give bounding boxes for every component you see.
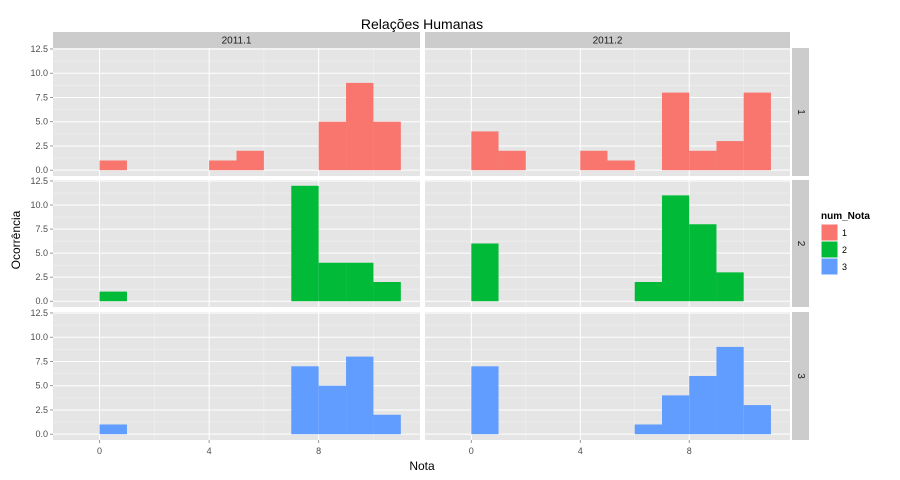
y-tick-label: 12.5 xyxy=(30,308,48,318)
histogram-bar xyxy=(99,160,127,171)
y-tick-label: 0.0 xyxy=(35,429,48,439)
y-tick-label: 2.5 xyxy=(35,141,48,151)
histogram-bar xyxy=(318,121,347,171)
facet-panel xyxy=(425,48,790,176)
facet-panel: 0.0 2.5 5.0 7.5 10.0 12.5 xyxy=(30,44,420,176)
histogram-bar xyxy=(661,195,690,302)
histogram-bar xyxy=(580,150,608,171)
histogram-bar xyxy=(634,281,662,302)
y-tick-label: 7.5 xyxy=(35,224,48,234)
facet-panel xyxy=(425,180,790,307)
facet-panel: 0.0 2.5 5.0 7.5 10.0 12.5 0 4 8 xyxy=(30,308,420,456)
histogram-bar xyxy=(471,131,499,171)
histogram-bar xyxy=(661,395,690,435)
legend-entry-label: 1 xyxy=(842,228,847,238)
histogram-bar xyxy=(498,150,526,171)
facet-strip-row-label: 2 xyxy=(795,241,806,247)
y-tick-label: 10.0 xyxy=(30,332,48,342)
facet-strip-col xyxy=(53,32,420,48)
histogram-bar xyxy=(291,185,319,302)
histogram-bar xyxy=(318,262,347,302)
y-tick-label: 10.0 xyxy=(30,68,48,78)
y-axis-title: Ocorrência xyxy=(9,210,23,269)
histogram-bar xyxy=(318,385,347,435)
y-tick-label: 10.0 xyxy=(30,200,48,210)
y-tick-label: 5.0 xyxy=(35,117,48,127)
histogram-bar xyxy=(743,92,771,171)
histogram-bar xyxy=(209,160,237,171)
x-tick-label: 8 xyxy=(687,446,692,456)
histogram-bar xyxy=(607,160,635,171)
facet-strip-col-label: 2011.1 xyxy=(222,36,252,47)
facet-strip-col xyxy=(425,32,790,48)
facet-strip-row xyxy=(792,312,809,440)
x-tick-label: 4 xyxy=(207,446,212,456)
histogram-bar xyxy=(346,82,374,171)
y-tick-label: 5.0 xyxy=(35,248,48,258)
histogram-bar xyxy=(661,92,690,171)
histogram-bar xyxy=(373,121,401,171)
histogram-bar xyxy=(716,272,744,302)
histogram-bar xyxy=(634,424,662,435)
legend: num_Nota 1 2 3 xyxy=(820,211,870,276)
facet-panel: 0 4 8 xyxy=(425,312,790,456)
facet-strip-row xyxy=(792,48,809,176)
histogram-bar xyxy=(689,224,717,302)
histogram-bar xyxy=(291,366,319,435)
y-tick-label: 2.5 xyxy=(35,272,48,282)
x-axis-title: Nota xyxy=(409,459,435,473)
facet-strip-row-label: 1 xyxy=(795,109,806,115)
facet-strip-row-label: 3 xyxy=(795,373,806,379)
y-tick-label: 5.0 xyxy=(35,381,48,391)
y-tick-label: 12.5 xyxy=(30,44,48,54)
panels-layer: 2011.1 2011.21230.02.55.07.510.012.50.02.… xyxy=(30,32,809,456)
y-tick-label: 7.5 xyxy=(35,356,48,366)
legend-key-swatch xyxy=(821,224,838,241)
y-tick-label: 0.0 xyxy=(35,165,48,175)
x-tick-label: 0 xyxy=(469,446,474,456)
histogram-bar xyxy=(743,405,771,435)
histogram-bar xyxy=(99,291,127,302)
y-tick-label: 12.5 xyxy=(30,176,48,186)
facet-strip-col-label: 2011.2 xyxy=(593,36,623,47)
histogram-bar xyxy=(716,346,744,435)
x-tick-label: 0 xyxy=(97,446,102,456)
histogram-bar xyxy=(373,281,401,302)
histogram-bar xyxy=(373,414,401,435)
histogram-bar xyxy=(689,150,717,171)
histogram-bar xyxy=(471,243,499,302)
x-tick-label: 8 xyxy=(316,446,321,456)
histogram-bar xyxy=(99,424,127,435)
histogram-bar xyxy=(346,262,374,302)
histogram-bar xyxy=(346,356,374,435)
legend-title: num_Nota xyxy=(821,211,870,222)
y-tick-label: 0.0 xyxy=(35,296,48,306)
histogram-bar xyxy=(236,150,264,171)
chart-title: Relações Humanas xyxy=(361,16,483,32)
facet-strip-row xyxy=(792,180,809,307)
legend-entry-label: 3 xyxy=(842,262,847,272)
x-tick-label: 4 xyxy=(578,446,583,456)
facet-panel: 0.0 2.5 5.0 7.5 10.0 12.5 xyxy=(30,176,420,307)
histogram-bar xyxy=(689,376,717,435)
legend-key-swatch xyxy=(821,241,838,258)
y-tick-label: 2.5 xyxy=(35,405,48,415)
y-tick-label: 7.5 xyxy=(35,92,48,102)
histogram-bar xyxy=(471,366,499,435)
legend-entry-label: 2 xyxy=(842,245,847,255)
legend-key-swatch xyxy=(821,258,838,275)
histogram-bar xyxy=(716,141,744,171)
